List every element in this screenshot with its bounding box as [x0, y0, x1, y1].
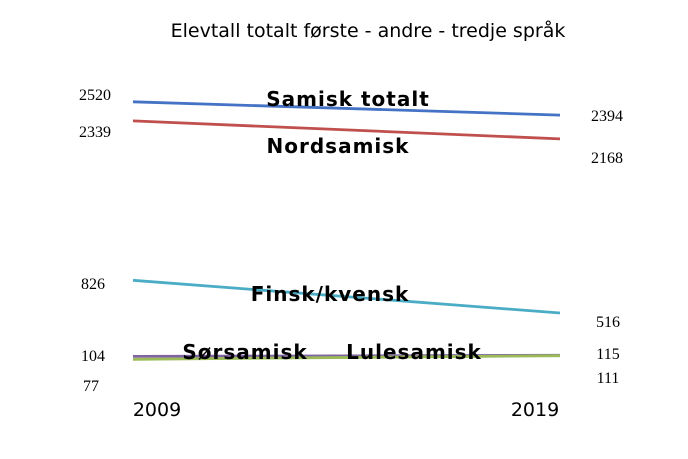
series-label-nordsamisk: Nordsamisk — [267, 134, 410, 158]
series-label-lulesamisk: Lulesamisk — [346, 340, 482, 364]
series-label-samisk-totalt: Samisk totalt — [266, 87, 430, 111]
series-labels: Samisk totalt Nordsamisk Finsk/kvensk Sø… — [182, 87, 482, 364]
x-tick-2019: 2019 — [511, 399, 559, 421]
end-value-nordsamisk: 2168 — [591, 150, 623, 167]
series-label-sorsamisk: Sørsamisk — [182, 340, 307, 364]
start-value-sorsamisk: 104 — [81, 348, 105, 365]
chart-title: Elevtall totalt første - andre - tredje … — [171, 19, 566, 42]
end-value-lulesamisk: 111 — [597, 370, 620, 387]
end-value-finsk-kvensk: 516 — [596, 314, 620, 331]
start-value-samisk-totalt: 2520 — [79, 87, 111, 104]
series-line-finsk-kvensk — [132, 278, 561, 315]
start-value-labels: 2520 2339 826 104 77 — [79, 87, 111, 395]
series-line-nordsamisk — [132, 119, 561, 141]
series-lines — [132, 100, 561, 361]
start-value-lulesamisk: 77 — [83, 378, 99, 395]
start-value-finsk-kvensk: 826 — [81, 276, 105, 293]
end-value-sorsamisk: 115 — [596, 346, 619, 363]
end-value-labels: 2394 2168 516 115 111 — [591, 108, 623, 387]
x-axis-ticks: 2009 2019 — [133, 399, 559, 421]
series-line-lulesamisk — [132, 354, 561, 361]
series-label-finsk-kvensk: Finsk/kvensk — [251, 282, 410, 306]
end-value-samisk-totalt: 2394 — [591, 108, 623, 125]
start-value-nordsamisk: 2339 — [79, 124, 111, 141]
series-line-samisk-totalt — [132, 100, 561, 117]
x-tick-2009: 2009 — [133, 399, 181, 421]
